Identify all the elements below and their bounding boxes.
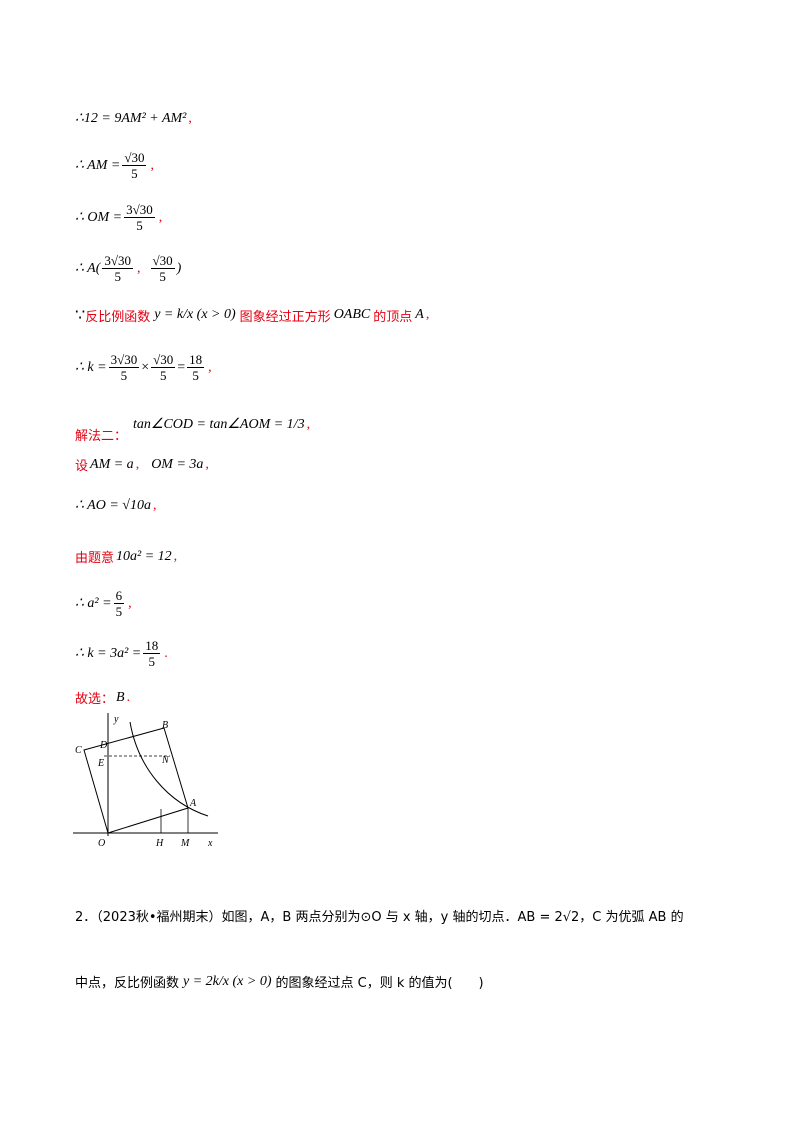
fraction: 3√30 5 — [124, 202, 155, 233]
label-o: O — [98, 838, 105, 849]
solution-line-10: 由题意 10a² = 12, — [75, 548, 178, 567]
label-n: N — [161, 755, 170, 766]
answer: B — [116, 689, 125, 705]
solution-line-11: ∴ a² = 6 5 , — [75, 588, 132, 619]
fraction: √30 5 — [150, 253, 175, 284]
solution-line-1: ∴12 = 9AM² + AM², — [75, 110, 192, 127]
fraction: 3√30 5 — [102, 253, 134, 284]
solution-line-7: 解法二： tan∠COD = tan∠AOM = 1/3, — [75, 416, 311, 445]
fraction: 18 5 — [187, 352, 205, 383]
fraction: √30 5 — [151, 352, 176, 383]
fraction: √30 5 — [122, 150, 147, 181]
geometry-figure: y B C D E N A O H M x — [73, 713, 218, 849]
label-m: M — [180, 838, 190, 849]
method-two-label: 解法二： — [75, 429, 128, 444]
label-a: A — [189, 798, 197, 809]
label-y: y — [113, 714, 119, 725]
solution-line-4: ∴ A( 3√30 5 , √30 5 ) — [75, 253, 182, 284]
fraction: 18 5 — [143, 638, 161, 669]
solution-line-5: ∵ 反比例函数 y = k/x (x > 0) 图象经过正方形 OABC 的顶点… — [75, 307, 430, 325]
equation-prefix: ∴ AM = — [75, 158, 121, 173]
label-b: B — [162, 720, 168, 731]
label-e: E — [97, 758, 104, 769]
equation-prefix: ∴ OM = — [75, 210, 123, 225]
label-h: H — [155, 838, 164, 849]
label-c: C — [75, 745, 82, 756]
equation: ∴12 = 9AM² + AM² — [75, 111, 187, 126]
label-x: x — [207, 838, 213, 849]
solution-line-13: 故选： B. — [75, 689, 131, 708]
solution-line-3: ∴ OM = 3√30 5 , — [75, 202, 163, 233]
solution-line-2: ∴ AM = √30 5 , — [75, 150, 154, 181]
solution-line-8: 设 AM = a, OM = 3a, — [75, 456, 209, 475]
fraction: 3√30 5 — [108, 352, 140, 383]
label-d: D — [99, 740, 108, 751]
solution-line-6: ∴ k = 3√30 5 × √30 5 = 18 5 , — [75, 352, 212, 383]
equation-prefix: ∴ A( — [75, 261, 101, 276]
function-expression: y = k/x (x > 0) — [154, 307, 236, 322]
function-expression: y = 2k/x (x > 0) — [183, 973, 272, 989]
solution-line-12: ∴ k = 3a² = 18 5 . — [75, 638, 168, 669]
solution-line-9: ∴ AO = √10a, — [75, 497, 157, 514]
question-2-line-2: 中点，反比例函数 y = 2k/x (x > 0) 的图象经过点 C，则 k 的… — [75, 973, 484, 992]
fraction: 6 5 — [113, 588, 125, 619]
question-2-line-1: 2．（2023秋•福州期末）如图，A，B 两点分别为⊙O 与 x 轴，y 轴的切… — [75, 910, 684, 925]
